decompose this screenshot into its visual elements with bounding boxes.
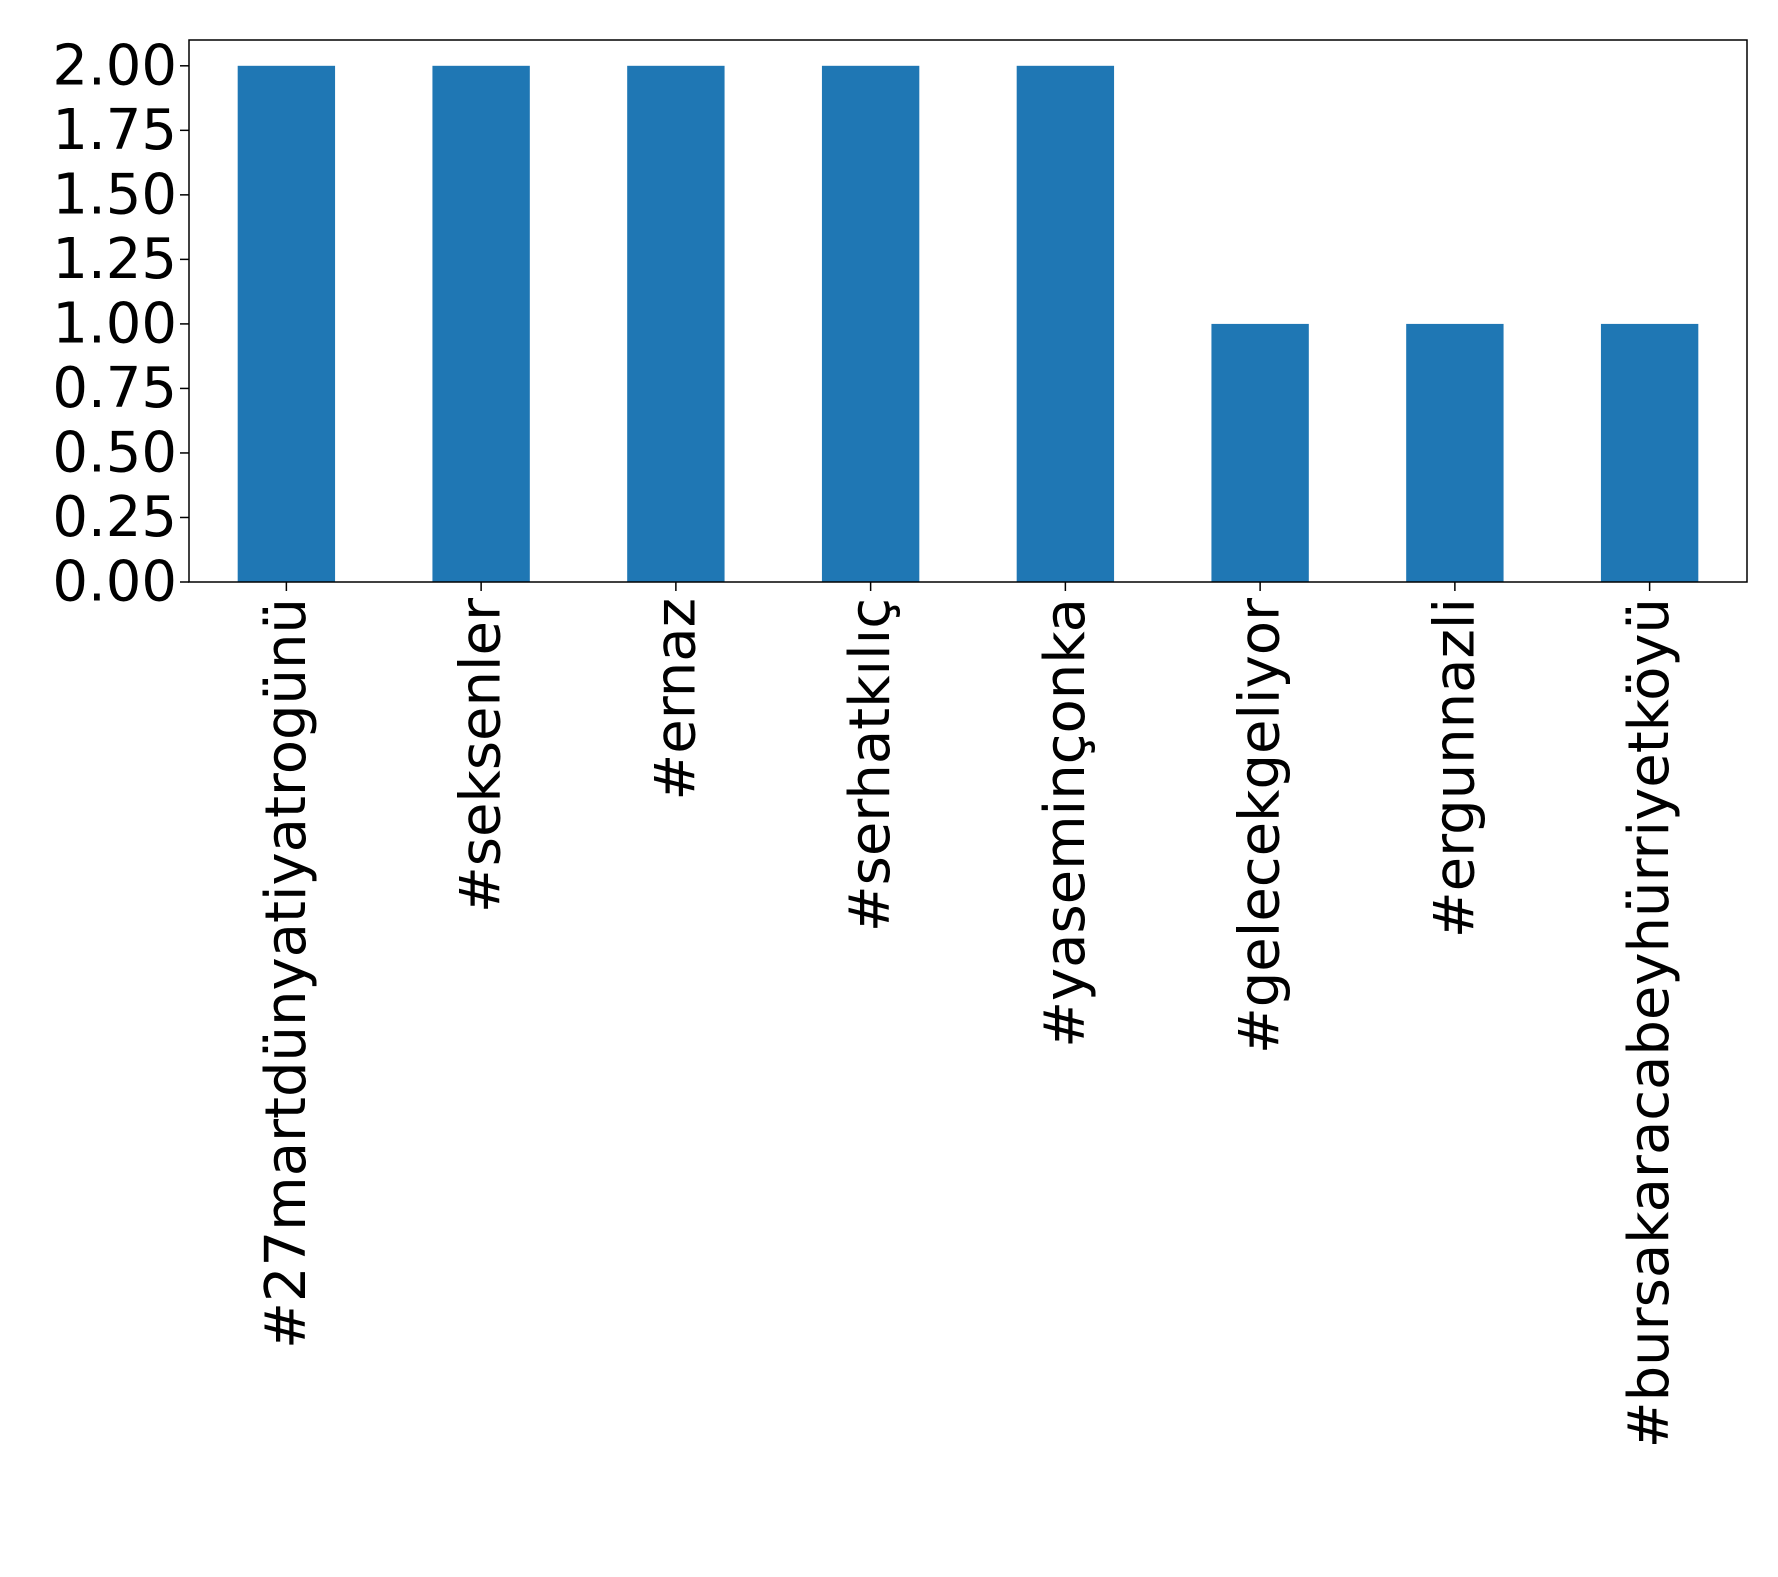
y-tick-label-0: 0.00 bbox=[52, 550, 177, 615]
bar-7 bbox=[1600, 323, 1699, 582]
y-tick-label-1: 0.25 bbox=[52, 485, 177, 550]
x-tick-label-3: #serhatkılıç bbox=[838, 598, 903, 932]
y-tick-label-3: 0.75 bbox=[52, 356, 177, 421]
x-axis: #27martdünyatiyatrogünü #seksenler #ernaz #… bbox=[254, 582, 1682, 1448]
x-tick-label-5: #gelecekgeliyor bbox=[1228, 597, 1293, 1054]
bar-4 bbox=[1016, 65, 1115, 583]
x-tick-label-7: #bursakaracabeyhürriyetköyü bbox=[1617, 598, 1682, 1448]
x-tick-label-4: #yaseminçonka bbox=[1033, 598, 1098, 1048]
y-tick-label-5: 1.25 bbox=[52, 227, 177, 292]
x-tick-label-2: #ernaz bbox=[643, 598, 708, 801]
plot-frame bbox=[188, 39, 1748, 583]
bar-1 bbox=[432, 65, 530, 583]
bar-3 bbox=[821, 65, 920, 583]
y-tick-label-6: 1.50 bbox=[52, 162, 177, 227]
x-tick-label-6: #ergunnazli bbox=[1422, 598, 1487, 938]
y-tick-label-2: 0.50 bbox=[52, 420, 177, 485]
bar-0 bbox=[237, 65, 336, 583]
bar-2 bbox=[627, 65, 725, 583]
y-axis: 0.000.250.500.751.001.251.501.752.00 bbox=[52, 33, 189, 615]
x-tick-label-1: #seksenler bbox=[449, 597, 514, 913]
y-tick-label-8: 2.00 bbox=[52, 33, 177, 98]
y-tick-label-7: 1.75 bbox=[52, 98, 177, 163]
bar-5 bbox=[1211, 323, 1309, 582]
bar-6 bbox=[1406, 323, 1504, 582]
y-tick-label-4: 1.00 bbox=[52, 291, 177, 356]
bars-group bbox=[237, 65, 1699, 583]
x-tick-label-0: #27martdünyatiyatrogünü bbox=[254, 598, 319, 1349]
